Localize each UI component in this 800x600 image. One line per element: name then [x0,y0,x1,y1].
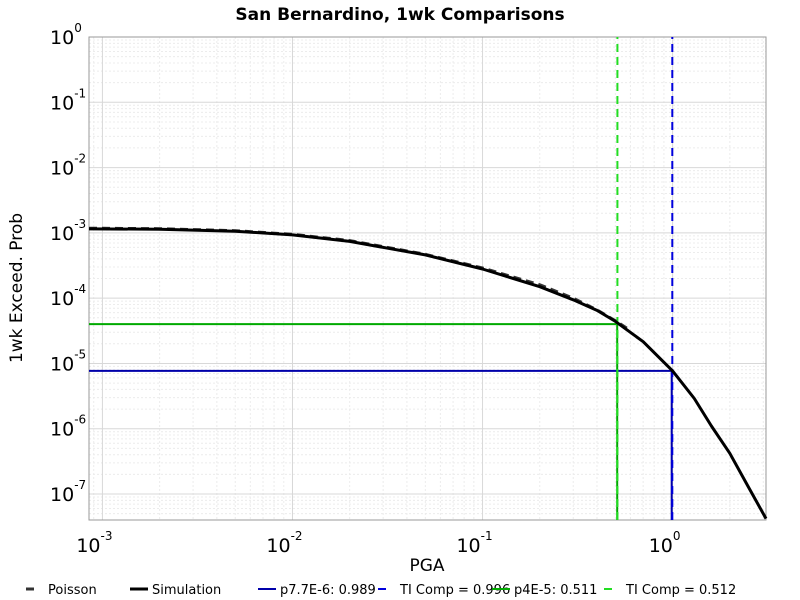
x-tick-exponent: -3 [101,529,113,543]
x-tick-exponent: 0 [673,529,681,543]
y-tick-exponent: -6 [74,413,86,427]
grid-minor [89,37,766,521]
legend-entry-1: Simulation [152,583,221,598]
y-tick-exponent: -5 [74,347,86,361]
x-axis-ticks: 10-3 10-2 10-1 100 [76,529,680,557]
y-tick-exponent: -4 [74,282,86,296]
y-axis-ticks: 100 10-1 10-2 10-3 10-4 10-5 10-6 10-7 [50,21,86,506]
y-tick-exponent: -3 [74,217,86,231]
series-line-1 [88,227,768,520]
x-tick-label: 10-3 [76,529,112,557]
legend-entry-3: TI Comp = 0.996 [399,583,510,598]
plot-area [88,36,767,521]
x-tick-exponent: -1 [481,529,493,543]
series-layer [88,37,768,520]
chart-title: San Bernardino, 1wk Comparisons [235,5,564,25]
x-tick-label: 10-2 [266,529,302,557]
y-axis-label: 1wk Exceed. Prob [7,213,27,363]
legend-entry-5: TI Comp = 0.512 [625,583,736,598]
y-tick-label: 10-6 [50,413,86,441]
y-tick-label: 10-5 [50,347,86,375]
legend: Poisson Simulation p7.7E-6: 0.989 TI Comp =… [26,583,736,598]
x-tick-exponent: -2 [291,529,303,543]
y-tick-exponent: -7 [74,478,86,492]
x-tick-label: 10-1 [456,529,492,557]
legend-entry-0: Poisson [48,583,97,598]
x-axis-label: PGA [409,556,444,576]
y-tick-exponent: -1 [74,86,86,100]
x-tick-label: 100 [649,529,681,557]
y-tick-label: 10-2 [50,152,86,180]
y-tick-label: 10-3 [50,217,86,245]
legend-entry-2: p7.7E-6: 0.989 [280,583,376,598]
y-tick-label: 10-1 [50,86,86,114]
legend-entry-4: p4E-5: 0.511 [514,583,597,598]
y-tick-label: 10-7 [50,478,86,506]
y-tick-exponent: 0 [74,21,82,35]
y-tick-label: 10-4 [50,282,86,310]
y-tick-exponent: -2 [74,152,86,166]
y-tick-label: 100 [50,21,82,49]
